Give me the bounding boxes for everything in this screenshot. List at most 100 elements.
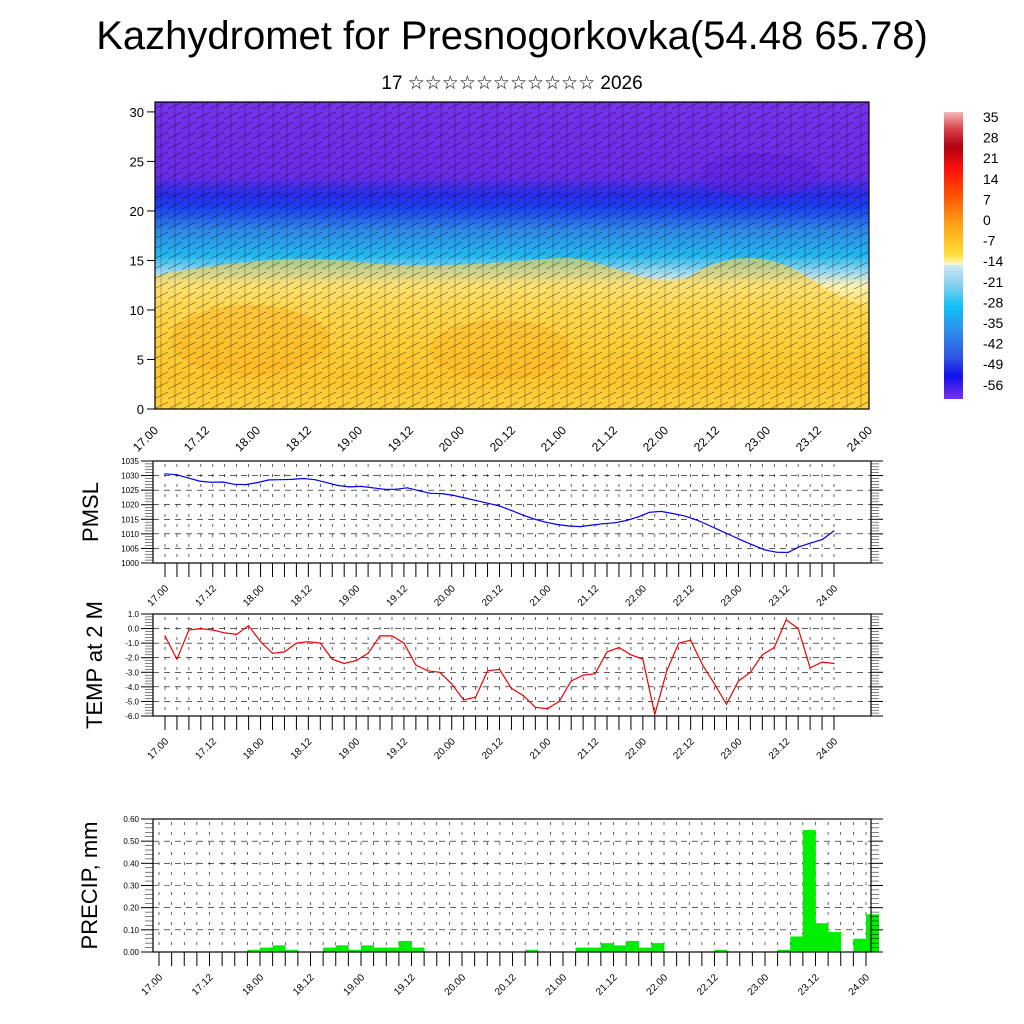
precip-bar	[260, 947, 273, 952]
data-point	[764, 549, 766, 551]
data-point	[545, 521, 547, 523]
data-point	[314, 479, 316, 481]
pmsl-panel: 1000 1005 1010 1015 1020 1025 1030 1035 17.00 17.…	[78, 457, 883, 609]
x-tick-label: 17.00	[140, 972, 166, 998]
data-point	[187, 477, 189, 479]
x-tick-label: 17.00	[146, 736, 172, 762]
colorbar-label: -28	[983, 294, 1003, 310]
precip-bar	[651, 943, 665, 952]
precip-bar	[272, 945, 286, 952]
data-point	[475, 500, 478, 502]
data-point	[821, 538, 824, 540]
y-tick-label: 0.00	[123, 948, 139, 957]
precip-bar	[348, 949, 362, 952]
cross-section-panel: 0 5 10 15 20 25 30 17.00 17.12 18.00 18.12 19.00 19…	[130, 101, 875, 454]
x-tick-label: 23.12	[793, 423, 824, 454]
data-point	[625, 519, 627, 522]
data-point	[391, 635, 393, 637]
x-tick-label: 20.12	[480, 736, 506, 762]
data-point	[637, 516, 639, 518]
data-point	[463, 699, 465, 701]
x-tick-label: 18.00	[241, 736, 267, 762]
data-point	[236, 633, 238, 636]
y-tick-label: 10	[130, 303, 144, 318]
precip-bar	[600, 943, 614, 952]
data-point	[175, 474, 178, 476]
data-point	[210, 481, 212, 483]
x-tick-label: 21.12	[576, 583, 602, 609]
data-point	[441, 493, 443, 495]
data-point	[510, 509, 512, 511]
x-tick-label: 21.12	[589, 423, 620, 454]
precip-bar	[361, 945, 374, 952]
colorbar-label: -42	[983, 336, 1003, 352]
precip-bar	[853, 938, 867, 952]
data-point	[233, 483, 235, 485]
y-tick-label: 15	[130, 253, 144, 268]
x-tick-label: 23.12	[796, 972, 822, 998]
y-tick-label: 0.50	[123, 837, 139, 846]
colorbar-gradient	[944, 112, 963, 399]
data-point	[295, 642, 298, 644]
colorbar-label: 21	[983, 150, 999, 166]
precip-bar	[815, 923, 829, 952]
precip-bar	[411, 947, 425, 952]
data-point	[271, 652, 274, 654]
data-point	[683, 515, 685, 517]
y-tick-label: 1035	[121, 457, 139, 466]
y-tick-label: 1025	[121, 486, 139, 495]
x-tick-label: 22.12	[671, 583, 697, 609]
y-tick-label: -5.0	[125, 697, 139, 706]
y-tick-label: 1005	[121, 544, 139, 553]
data-point	[546, 708, 548, 710]
data-point	[558, 700, 560, 703]
precip-bar	[247, 949, 261, 952]
data-point	[833, 530, 835, 532]
x-tick-label: 22.00	[645, 972, 671, 998]
data-point	[291, 478, 293, 480]
data-point	[602, 523, 604, 525]
data-point	[307, 641, 309, 643]
data-point	[761, 654, 763, 656]
y-tick-label: 25	[130, 154, 144, 169]
x-tick-label: 19.00	[337, 736, 363, 762]
x-tick-label: 22.00	[624, 736, 650, 762]
data-point	[486, 670, 489, 672]
x-tick-label: 17.12	[190, 972, 216, 998]
x-tick-label: 24.00	[844, 423, 875, 454]
data-point	[355, 660, 357, 662]
data-point	[256, 481, 258, 484]
data-point	[701, 664, 704, 666]
data-point	[487, 502, 489, 504]
data-point	[521, 514, 524, 516]
y-axis-title: PRECIP, mm	[77, 822, 102, 950]
data-point	[248, 625, 250, 627]
data-point	[579, 525, 581, 528]
data-point	[591, 524, 593, 526]
precip-bar	[828, 932, 842, 952]
data-point	[452, 494, 454, 496]
x-tick-label: 20.00	[432, 583, 458, 609]
x-tick-label: 20.12	[487, 423, 518, 454]
x-tick-label: 17.12	[193, 736, 219, 762]
y-tick-label: 30	[130, 105, 144, 120]
cross-section-x-axis: 17.00 17.12 18.00 18.12 19.00 19.12 20.00 20.12…	[130, 423, 875, 454]
x-tick-label: 20.00	[443, 972, 469, 998]
data-point	[660, 510, 662, 513]
cross-section-y-axis: 0 5 10 15 20 25 30	[130, 105, 155, 417]
data-point	[343, 662, 345, 665]
x-tick-label: 19.12	[385, 583, 411, 609]
precip-panel: 0.00 0.10 0.20 0.30 0.40 0.50 0.60 17.00 17.12 18…	[77, 815, 883, 998]
x-tick-label: 24.00	[815, 736, 841, 762]
y-tick-label: 1000	[121, 559, 139, 568]
x-tick-label: 22.00	[624, 583, 650, 609]
precip-bar	[714, 949, 728, 952]
data-point	[283, 651, 286, 653]
data-point	[568, 525, 570, 527]
y-tick-label: 1020	[121, 501, 139, 510]
x-tick-label: 17.00	[130, 423, 161, 454]
data-point	[798, 546, 800, 548]
data-point	[403, 642, 405, 644]
y-tick-label: -6.0	[125, 712, 139, 721]
y-tick-label: 1.0	[128, 610, 140, 619]
